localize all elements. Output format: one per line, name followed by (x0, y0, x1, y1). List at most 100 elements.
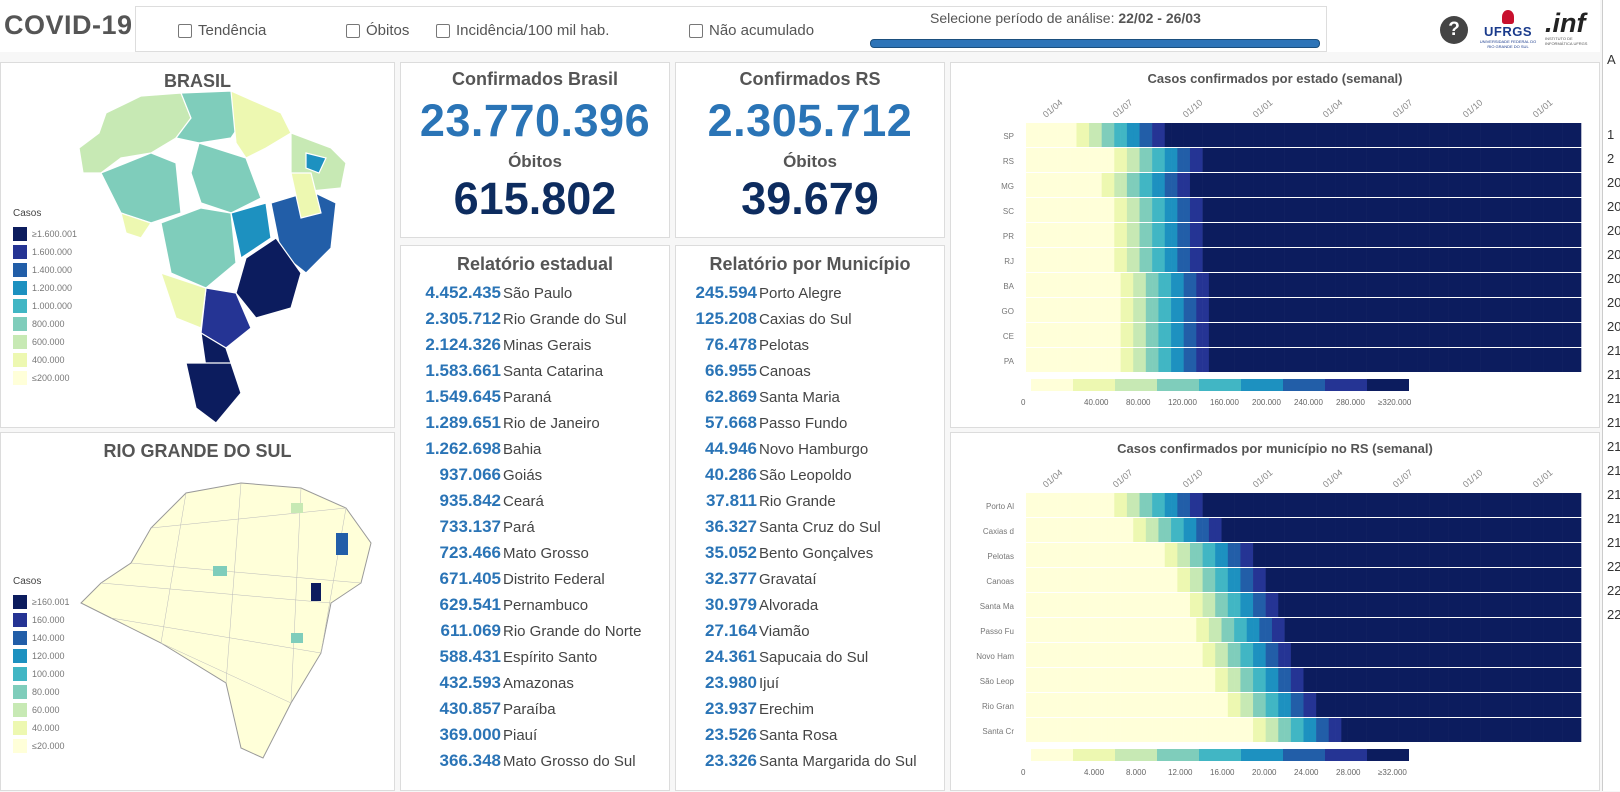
heatmap-cell (1480, 718, 1487, 742)
map-region-ms[interactable] (160, 272, 207, 329)
heatmap-cell (1549, 198, 1557, 222)
list-item[interactable]: 23.526 Santa Rosa (676, 722, 944, 748)
obitos-checkbox[interactable]: Óbitos (346, 22, 409, 39)
heatmap-cell (1568, 223, 1575, 247)
list-item[interactable]: 245.594 Porto Alegre (676, 280, 944, 306)
heatmap-cell (1347, 693, 1355, 717)
heatmap-cell (1316, 568, 1323, 592)
list-item[interactable]: 432.593 Amazonas (401, 670, 669, 696)
list-item[interactable]: 24.361 Sapucaia do Sul (676, 644, 944, 670)
rs-map[interactable] (1, 433, 396, 792)
heatmap-cell (1574, 693, 1582, 717)
legend-swatch (13, 281, 27, 295)
heatmap-cell (1391, 643, 1399, 667)
heatmap-cell (1126, 543, 1134, 567)
heatmap-cell (1492, 593, 1500, 617)
row-label: Caxias d (983, 527, 1014, 536)
list-item[interactable]: 588.431 Espírito Santo (401, 644, 669, 670)
list-item[interactable]: 369.000 Piauí (401, 722, 669, 748)
list-item[interactable]: 23.980 Ijuí (676, 670, 944, 696)
right-edge-row: 20 (1607, 223, 1620, 238)
list-item[interactable]: 57.668 Passo Fundo (676, 410, 944, 436)
list-item[interactable]: 37.811 Rio Grande (676, 488, 944, 514)
list-item[interactable]: 44.946 Novo Hamburgo (676, 436, 944, 462)
legend-label: 40.000 (32, 723, 60, 733)
list-item[interactable]: 1.583.661 Santa Catarina (401, 358, 669, 384)
help-icon[interactable]: ? (1440, 16, 1468, 44)
checkbox-box[interactable] (436, 23, 450, 38)
heatmap-cell (1353, 323, 1361, 347)
nao-acumulado-checkbox[interactable]: Não acumulado (689, 22, 814, 39)
list-item[interactable]: 35.052 Bento Gonçalves (676, 540, 944, 566)
list-item-name: Santa Maria (759, 388, 840, 406)
map-region-go[interactable] (230, 202, 272, 259)
heatmap-cell (1410, 298, 1418, 322)
list-item[interactable]: 2.124.326 Minas Gerais (401, 332, 669, 358)
map-region-ro[interactable] (120, 212, 152, 239)
heatmap-cell (1568, 668, 1575, 692)
checkbox-box[interactable] (346, 23, 360, 38)
list-item[interactable]: 733.137 Pará (401, 514, 669, 540)
heatmap-cell (1057, 173, 1065, 197)
map-region-mt[interactable] (160, 207, 237, 289)
list-item[interactable]: 23.326 Santa Margarida do Sul (676, 748, 944, 774)
heatmap-cell (1385, 273, 1393, 297)
heatmap-cell (1322, 718, 1330, 742)
heatmap-cell (1126, 273, 1134, 297)
heatmap-municipios[interactable]: 01/04 01/07 01/10 01/01 01/04 01/07 01/10 01/01… (951, 433, 1601, 792)
list-item[interactable]: 611.069 Rio Grande do Norte (401, 618, 669, 644)
rs-region-passo-fundo[interactable] (291, 503, 303, 513)
period-slider[interactable] (870, 39, 1320, 48)
heatmap-cell (1227, 198, 1235, 222)
heatmap-cell (1562, 248, 1569, 272)
list-item[interactable]: 366.348 Mato Grosso do Sul (401, 748, 669, 774)
heatmap-cell (1265, 568, 1273, 592)
heatmap-cell (1259, 693, 1266, 717)
list-item[interactable]: 2.305.712 Rio Grande do Sul (401, 306, 669, 332)
rs-region-pelotas[interactable] (291, 633, 303, 643)
list-item[interactable]: 671.405 Distrito Federal (401, 566, 669, 592)
rs-region-porto-alegre[interactable] (311, 583, 321, 601)
list-item[interactable]: 1.549.645 Paraná (401, 384, 669, 410)
heatmap-cell (1404, 618, 1412, 642)
heatmap-cell (1145, 273, 1153, 297)
heatmap-cell (1505, 248, 1512, 272)
list-item[interactable]: 76.478 Pelotas (676, 332, 944, 358)
list-item[interactable]: 62.869 Santa Maria (676, 384, 944, 410)
heatmap-cell (1026, 593, 1033, 617)
heatmap-cell (1461, 718, 1468, 742)
rs-region-santa-maria[interactable] (213, 566, 227, 576)
list-item[interactable]: 1.289.651 Rio de Janeiro (401, 410, 669, 436)
heatmap-estados[interactable]: 01/04 01/07 01/10 01/01 01/04 01/07 01/10 01/01… (951, 63, 1601, 429)
list-item[interactable]: 430.857 Paraíba (401, 696, 669, 722)
brasil-map[interactable] (1, 63, 396, 429)
list-item[interactable]: 723.466 Mato Grosso (401, 540, 669, 566)
list-item[interactable]: 125.208 Caxias do Sul (676, 306, 944, 332)
checkbox-box[interactable] (689, 23, 703, 38)
list-item[interactable]: 27.164 Viamão (676, 618, 944, 644)
list-item[interactable]: 40.286 São Leopoldo (676, 462, 944, 488)
list-item[interactable]: 32.377 Gravataí (676, 566, 944, 592)
heatmap-cell (1026, 543, 1033, 567)
tendencia-checkbox[interactable]: Tendência (178, 22, 266, 39)
heatmap-cell (1410, 518, 1418, 542)
heatmap-cell (1152, 348, 1159, 372)
list-item[interactable]: 66.955 Canoas (676, 358, 944, 384)
list-item[interactable]: 4.452.435 São Paulo (401, 280, 669, 306)
list-item[interactable]: 937.066 Goiás (401, 462, 669, 488)
incidencia-checkbox[interactable]: Incidência/100 mil hab. (436, 22, 609, 39)
map-region-pi[interactable] (290, 172, 322, 219)
map-region-ce[interactable] (305, 152, 327, 174)
list-item[interactable]: 23.937 Erechim (676, 696, 944, 722)
map-region-ma[interactable] (230, 90, 292, 159)
checkbox-box[interactable] (178, 23, 192, 38)
heatmap-cell (1107, 693, 1115, 717)
list-item[interactable]: 935.842 Ceará (401, 488, 669, 514)
rs-region-caxias[interactable] (336, 533, 348, 555)
list-item[interactable]: 30.979 Alvorada (676, 592, 944, 618)
list-item[interactable]: 1.262.698 Bahia (401, 436, 669, 462)
map-region-rs[interactable] (185, 362, 242, 424)
legend-label: 80.000 (32, 687, 60, 697)
list-item[interactable]: 629.541 Pernambuco (401, 592, 669, 618)
list-item[interactable]: 36.327 Santa Cruz do Sul (676, 514, 944, 540)
